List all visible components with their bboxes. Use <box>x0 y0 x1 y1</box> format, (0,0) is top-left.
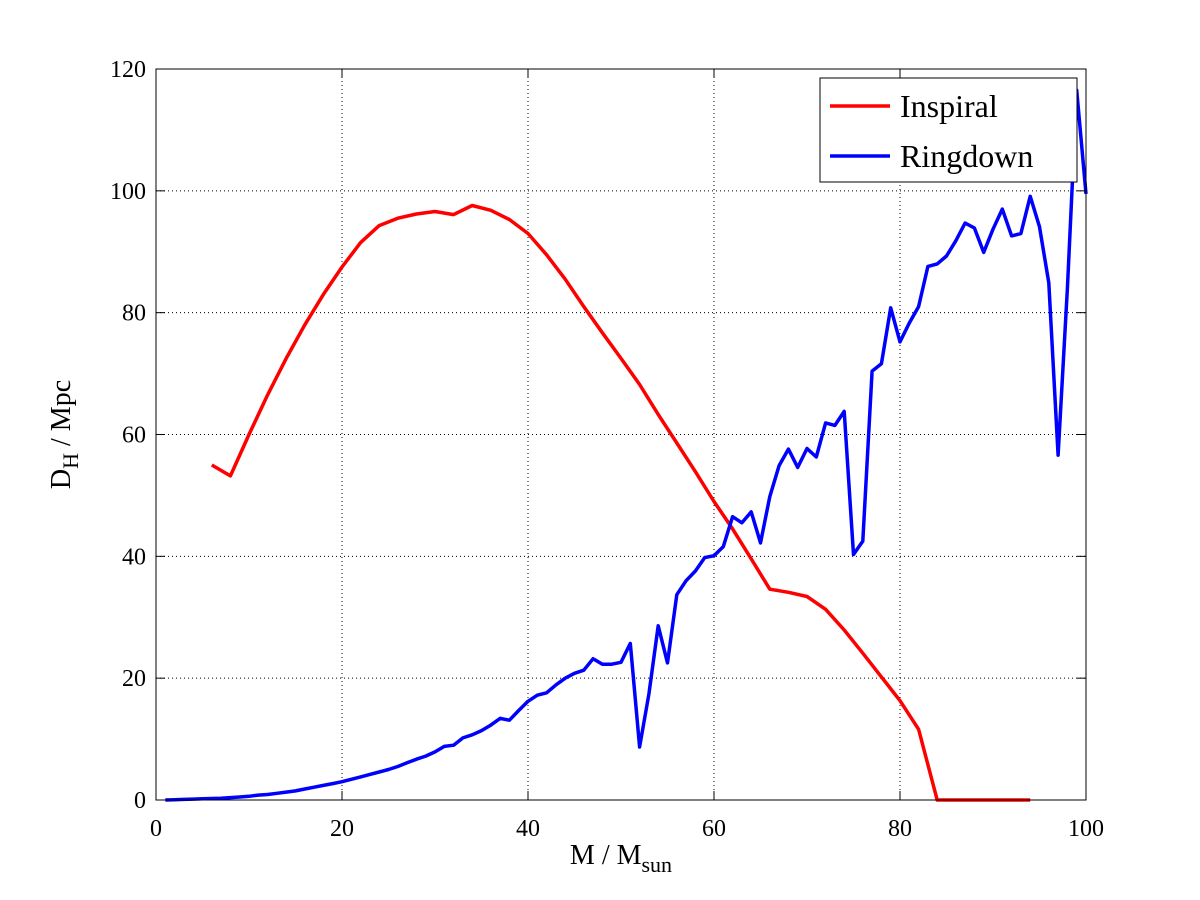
x-tick-label: 100 <box>1068 816 1104 842</box>
y-tick-label: 80 <box>122 301 146 327</box>
y-tick-label: 20 <box>122 666 146 692</box>
y-axis-label: DH / Mpc <box>46 380 83 489</box>
y-tick-label: 0 <box>134 788 146 814</box>
grid <box>156 69 1086 800</box>
ticks: 0 20 40 60 80 100 0 20 40 60 80 100 120 <box>110 57 1104 842</box>
y-axis-label-main: D <box>46 469 77 489</box>
x-axis-label: M / Msun <box>570 840 672 877</box>
y-tick-label: 120 <box>110 57 146 83</box>
legend: Inspiral Ringdown <box>819 77 1078 183</box>
x-tick-label: 80 <box>888 816 912 842</box>
y-tick-label: 40 <box>122 544 146 570</box>
x-axis-label-main: M / M <box>570 840 642 871</box>
legend-box <box>819 77 1078 183</box>
x-tick-label: 60 <box>702 816 726 842</box>
x-tick-label: 40 <box>516 816 540 842</box>
series-line-inspiral <box>210 203 1031 802</box>
legend-label: Ringdown <box>900 138 1033 174</box>
legend-label: Inspiral <box>900 88 998 124</box>
series-line-ringdown <box>165 88 1088 802</box>
series-layer <box>165 88 1088 802</box>
x-axis-label-sub: sun <box>642 852 673 877</box>
x-tick-label: 20 <box>330 816 354 842</box>
y-axis-label-rest: / Mpc <box>46 380 77 453</box>
y-tick-label: 100 <box>110 179 146 205</box>
x-tick-label: 0 <box>150 816 162 842</box>
y-tick-label: 60 <box>122 423 146 449</box>
y-axis-label-sub: H <box>58 453 83 469</box>
